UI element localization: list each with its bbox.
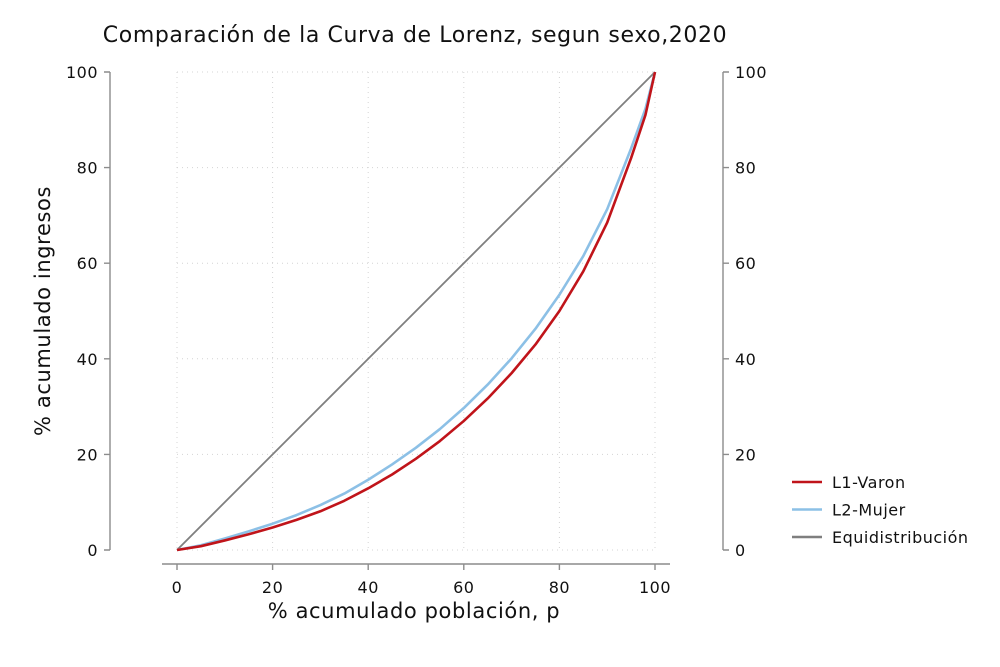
- x-tick-label: 100: [639, 578, 671, 597]
- x-axis: [162, 563, 670, 570]
- series-line-l1-varon: [176, 71, 657, 552]
- x-tick-label: 60: [453, 578, 474, 597]
- y-tick-label-right: 60: [735, 254, 756, 273]
- x-tick-label: 20: [262, 578, 283, 597]
- y-axis-left: [104, 71, 111, 551]
- legend-label: L2-Mujer: [832, 501, 906, 520]
- y-tick-label-right: 40: [735, 350, 756, 369]
- x-tick-label: 80: [549, 578, 570, 597]
- y-axis-right: [722, 71, 729, 551]
- y-tick-label: 20: [77, 445, 98, 464]
- legend: L1-Varon L2-Mujer Equidistribución: [792, 473, 969, 547]
- x-tick-label: 40: [358, 578, 379, 597]
- y-tick-label-right: 80: [735, 159, 756, 178]
- y-tick-label: 100: [66, 63, 98, 82]
- x-tick-labels: 0 20 40 60 80 100: [172, 578, 671, 597]
- y-tick-label: 60: [77, 254, 98, 273]
- chart-title: Comparación de la Curva de Lorenz, segun…: [103, 23, 727, 48]
- legend-label: L1-Varon: [832, 473, 906, 492]
- series-lines: [176, 71, 657, 552]
- y-tick-label: 80: [77, 159, 98, 178]
- y-tick-label: 40: [77, 350, 98, 369]
- y-tick-label: 0: [87, 541, 98, 560]
- y-tick-labels-left: 0 20 40 60 80 100: [66, 63, 98, 560]
- legend-label: Equidistribución: [832, 528, 969, 547]
- y-tick-label-right: 100: [735, 63, 767, 82]
- y-axis-title: % acumulado ingresos: [31, 186, 55, 436]
- x-axis-title: % acumulado población, p: [268, 599, 561, 623]
- x-tick-label: 0: [172, 578, 183, 597]
- series-line-l2-mujer: [176, 71, 657, 552]
- series-line-equidistribuci-n: [176, 71, 656, 551]
- y-tick-label-right: 20: [735, 445, 756, 464]
- y-tick-labels-right: 0 20 40 60 80 100: [735, 63, 767, 560]
- y-tick-label-right: 0: [735, 541, 746, 560]
